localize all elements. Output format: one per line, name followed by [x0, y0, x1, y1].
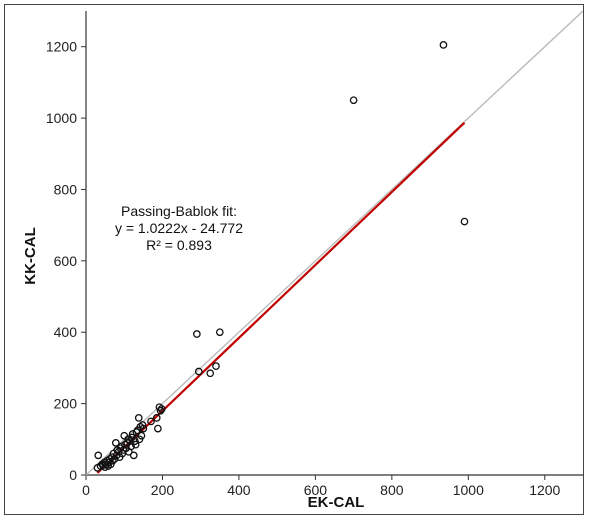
data-point	[127, 442, 135, 451]
data-point	[152, 414, 161, 422]
x-tick-label: 200	[151, 482, 175, 498]
y-tick-label: 0	[69, 467, 77, 483]
y-tick-label: 200	[54, 396, 78, 412]
data-point	[111, 439, 120, 447]
x-tick-label: 1000	[453, 482, 484, 498]
data-point	[131, 440, 140, 449]
data-point	[138, 421, 147, 429]
data-point	[206, 369, 215, 378]
data-point	[108, 456, 117, 465]
data-point	[215, 328, 224, 337]
x-tick-label: 400	[227, 482, 251, 498]
data-point	[147, 417, 155, 426]
y-tick-label: 1200	[46, 39, 77, 55]
data-point	[120, 431, 129, 440]
data-point	[349, 96, 358, 105]
y-tick-label: 400	[54, 324, 78, 340]
fit-annotation-equation: y = 1.0222x - 24.772	[115, 220, 243, 236]
data-point	[94, 451, 103, 460]
data-point	[157, 405, 166, 413]
data-points	[93, 41, 469, 472]
fit-annotation-r2: R² = 0.893	[146, 237, 212, 253]
fit-annotation-title: Passing-Bablok fit:	[121, 203, 237, 219]
ticks: 0 200 400 600 800 1000 1200 0 200 400 600 800 1000 12…	[46, 39, 561, 498]
data-point	[128, 430, 137, 438]
data-point	[124, 435, 132, 444]
data-point	[154, 424, 162, 433]
scatter-chart: 0 200 400 600 800 1000 1200 0 200 400 600 800 1000 12…	[22, 10, 584, 511]
x-tick-label: 0	[82, 482, 90, 498]
data-point	[212, 362, 220, 370]
fit-line	[96, 121, 466, 474]
data-point	[193, 330, 201, 338]
y-tick-label: 1000	[46, 110, 77, 126]
data-point	[439, 41, 448, 49]
x-tick-label: 600	[304, 482, 328, 498]
data-point	[139, 424, 148, 433]
data-point	[129, 451, 138, 460]
y-tick-label: 800	[54, 181, 78, 197]
data-point	[131, 437, 139, 445]
y-tick-label: 600	[54, 253, 78, 269]
chart-frame: 0 200 400 600 800 1000 1200 0 200 400 600 800 1000 12…	[4, 4, 584, 515]
data-point	[194, 367, 203, 376]
data-point	[134, 414, 143, 422]
x-axis-title: EK-CAL	[308, 494, 365, 511]
y-axis-title: KK-CAL	[22, 227, 39, 285]
data-point	[137, 431, 146, 440]
x-tick-label: 800	[380, 482, 404, 498]
identity-line	[85, 10, 584, 476]
data-point	[460, 217, 469, 226]
axes	[85, 11, 583, 476]
x-tick-label: 1200	[529, 482, 560, 498]
